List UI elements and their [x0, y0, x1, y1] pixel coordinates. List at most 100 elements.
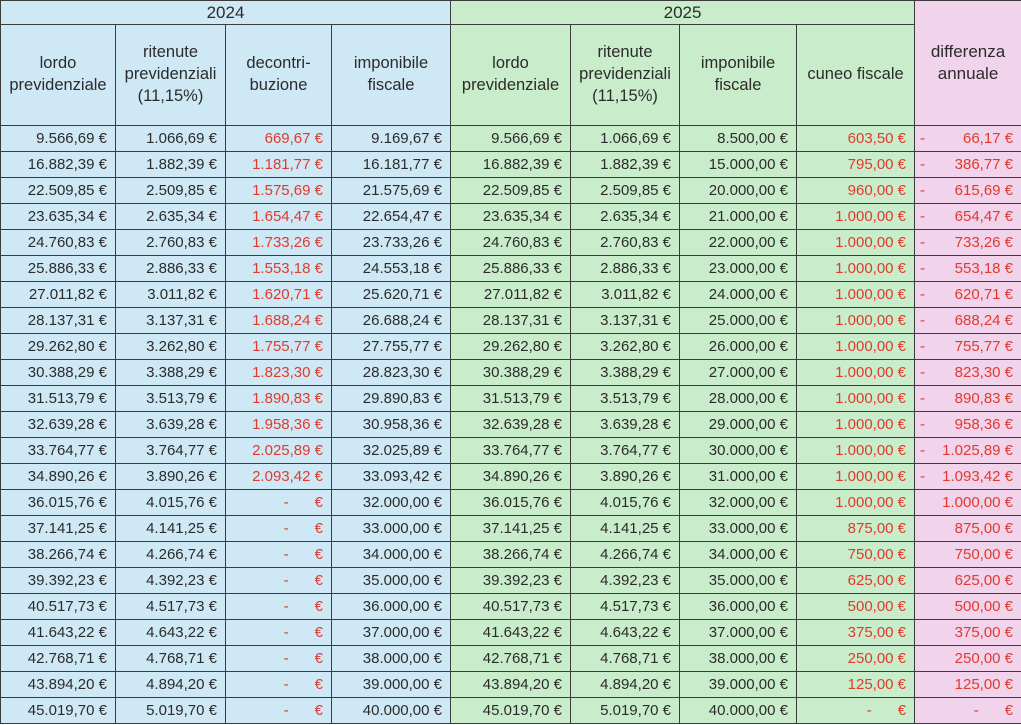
table-cell[interactable]: 1.181,77 €: [225, 151, 332, 178]
table-cell[interactable]: 669,67 €: [225, 125, 332, 152]
table-cell[interactable]: 500,00 €: [914, 593, 1021, 620]
table-cell[interactable]: 16.882,39 €: [0, 151, 116, 178]
table-cell[interactable]: 875,00 €: [914, 515, 1021, 542]
table-cell[interactable]: 29.262,80 €: [450, 333, 572, 360]
table-cell[interactable]: -66,17 €: [914, 125, 1021, 152]
table-cell[interactable]: 34.000,00 €: [679, 541, 798, 568]
table-cell[interactable]: - €: [225, 489, 332, 516]
table-cell[interactable]: 1.000,00 €: [796, 229, 916, 256]
table-cell[interactable]: 603,50 €: [796, 125, 916, 152]
table-cell[interactable]: 33.764,77 €: [450, 437, 572, 464]
table-cell[interactable]: 2.025,89 €: [225, 437, 332, 464]
table-cell[interactable]: 1.890,83 €: [225, 385, 332, 412]
table-cell[interactable]: 28.137,31 €: [450, 307, 572, 334]
table-cell[interactable]: 750,00 €: [914, 541, 1021, 568]
table-cell[interactable]: 795,00 €: [796, 151, 916, 178]
table-cell[interactable]: 42.768,71 €: [450, 645, 572, 672]
table-cell[interactable]: 16.882,39 €: [450, 151, 572, 178]
table-cell[interactable]: 37.000,00 €: [330, 619, 452, 646]
table-cell[interactable]: 2.886,33 €: [570, 255, 681, 282]
table-cell[interactable]: 3.262,80 €: [115, 333, 226, 360]
table-cell[interactable]: 29.890,83 €: [330, 385, 452, 412]
table-cell[interactable]: -1.025,89 €: [914, 437, 1021, 464]
table-cell[interactable]: - €: [225, 515, 332, 542]
column-header-ritenute-previdenziali-2024[interactable]: ritenute previdenziali (11,15%): [115, 24, 226, 126]
table-cell[interactable]: -654,47 €: [914, 203, 1021, 230]
table-cell[interactable]: 15.000,00 €: [679, 151, 798, 178]
table-cell[interactable]: 31.000,00 €: [679, 463, 798, 490]
table-cell[interactable]: 125,00 €: [914, 671, 1021, 698]
table-cell[interactable]: 2.635,34 €: [115, 203, 226, 230]
table-cell[interactable]: 1.000,00 €: [796, 307, 916, 334]
table-cell[interactable]: 31.513,79 €: [450, 385, 572, 412]
table-cell[interactable]: 9.169,67 €: [330, 125, 452, 152]
table-cell[interactable]: 33.764,77 €: [0, 437, 116, 464]
table-cell[interactable]: 39.000,00 €: [330, 671, 452, 698]
table-cell[interactable]: 36.015,76 €: [450, 489, 572, 516]
table-cell[interactable]: 4.768,71 €: [570, 645, 681, 672]
table-cell[interactable]: 22.509,85 €: [450, 177, 572, 204]
year-header-2024[interactable]: 2024: [0, 0, 452, 25]
table-cell[interactable]: 25.886,33 €: [450, 255, 572, 282]
table-cell[interactable]: 3.262,80 €: [570, 333, 681, 360]
table-cell[interactable]: 3.011,82 €: [115, 281, 226, 308]
table-cell[interactable]: 38.266,74 €: [0, 541, 116, 568]
table-cell[interactable]: - €: [914, 697, 1021, 724]
table-cell[interactable]: 4.141,25 €: [115, 515, 226, 542]
table-cell[interactable]: 250,00 €: [914, 645, 1021, 672]
table-cell[interactable]: -553,18 €: [914, 255, 1021, 282]
table-cell[interactable]: 3.764,77 €: [570, 437, 681, 464]
table-cell[interactable]: 39.392,23 €: [0, 567, 116, 594]
table-cell[interactable]: 1.000,00 €: [796, 281, 916, 308]
column-header-lordo-previdenziale-2024[interactable]: lordo previdenziale: [0, 24, 116, 126]
table-cell[interactable]: 37.000,00 €: [679, 619, 798, 646]
table-cell[interactable]: 21.000,00 €: [679, 203, 798, 230]
table-cell[interactable]: 3.137,31 €: [570, 307, 681, 334]
table-cell[interactable]: 27.011,82 €: [450, 281, 572, 308]
table-cell[interactable]: 33.000,00 €: [679, 515, 798, 542]
table-cell[interactable]: - €: [225, 541, 332, 568]
table-cell[interactable]: 27.000,00 €: [679, 359, 798, 386]
table-cell[interactable]: 32.000,00 €: [330, 489, 452, 516]
table-cell[interactable]: 21.575,69 €: [330, 177, 452, 204]
table-cell[interactable]: 35.000,00 €: [679, 567, 798, 594]
table-cell[interactable]: 28.000,00 €: [679, 385, 798, 412]
table-cell[interactable]: 31.513,79 €: [0, 385, 116, 412]
table-cell[interactable]: 38.266,74 €: [450, 541, 572, 568]
table-cell[interactable]: 40.000,00 €: [679, 697, 798, 724]
table-cell[interactable]: 28.823,30 €: [330, 359, 452, 386]
table-cell[interactable]: 26.688,24 €: [330, 307, 452, 334]
table-cell[interactable]: 4.768,71 €: [115, 645, 226, 672]
table-cell[interactable]: 43.894,20 €: [0, 671, 116, 698]
table-cell[interactable]: 32.000,00 €: [679, 489, 798, 516]
table-cell[interactable]: 28.137,31 €: [0, 307, 116, 334]
table-cell[interactable]: 9.566,69 €: [450, 125, 572, 152]
table-cell[interactable]: 1.066,69 €: [570, 125, 681, 152]
column-header-cuneo-fiscale-2025[interactable]: cuneo fiscale: [796, 24, 916, 126]
table-cell[interactable]: 38.000,00 €: [679, 645, 798, 672]
table-cell[interactable]: 1.733,26 €: [225, 229, 332, 256]
table-cell[interactable]: 30.388,29 €: [450, 359, 572, 386]
table-cell[interactable]: 5.019,70 €: [570, 697, 681, 724]
table-cell[interactable]: 3.011,82 €: [570, 281, 681, 308]
table-cell[interactable]: 33.093,42 €: [330, 463, 452, 490]
table-cell[interactable]: 2.760,83 €: [115, 229, 226, 256]
table-cell[interactable]: 1.000,00 €: [796, 385, 916, 412]
table-cell[interactable]: 4.141,25 €: [570, 515, 681, 542]
table-cell[interactable]: 375,00 €: [796, 619, 916, 646]
table-cell[interactable]: 4.392,23 €: [570, 567, 681, 594]
table-cell[interactable]: 45.019,70 €: [0, 697, 116, 724]
table-cell[interactable]: 1.000,00 €: [796, 359, 916, 386]
table-cell[interactable]: 2.509,85 €: [570, 177, 681, 204]
table-cell[interactable]: 34.890,26 €: [0, 463, 116, 490]
table-cell[interactable]: 29.000,00 €: [679, 411, 798, 438]
table-cell[interactable]: 1.882,39 €: [570, 151, 681, 178]
table-cell[interactable]: -733,26 €: [914, 229, 1021, 256]
table-cell[interactable]: 39.392,23 €: [450, 567, 572, 594]
table-cell[interactable]: -615,69 €: [914, 177, 1021, 204]
table-cell[interactable]: 3.137,31 €: [115, 307, 226, 334]
table-cell[interactable]: 1.000,00 €: [796, 411, 916, 438]
table-cell[interactable]: 1.000,00 €: [796, 489, 916, 516]
table-cell[interactable]: 1.000,00 €: [914, 489, 1021, 516]
table-cell[interactable]: 23.635,34 €: [0, 203, 116, 230]
